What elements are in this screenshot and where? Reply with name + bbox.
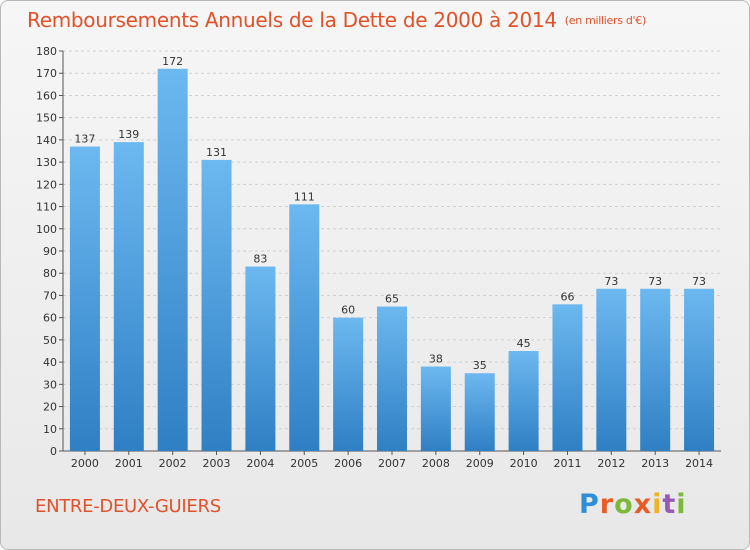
data-label: 172 <box>162 55 183 68</box>
data-label: 65 <box>385 293 399 306</box>
bar-chart: 0 10 20 30 40 50 60 70 80 90 100 110 120 130 140 150 160… <box>36 45 721 470</box>
data-label: 139 <box>118 128 139 141</box>
chart-title: Remboursements Annuels de la Dette de 20… <box>27 8 646 32</box>
bar-2008 <box>420 366 451 451</box>
x-tick-label: 2005 <box>290 457 318 470</box>
y-tick-label: 10 <box>43 423 57 436</box>
y-tick-label: 130 <box>36 156 57 169</box>
x-tick-label: 2011 <box>553 457 581 470</box>
data-labels: 137 139 172 131 83 111 60 65 38 35 45 66 73 73 73 <box>74 55 706 372</box>
unit-note: (en milliers d'€) <box>564 14 646 27</box>
bars <box>69 68 715 452</box>
bar-2011 <box>552 304 583 451</box>
chart-title-text: Remboursements Annuels de la Dette de 20… <box>27 8 557 32</box>
x-tick-label: 2007 <box>378 457 406 470</box>
y-tick-label: 150 <box>36 112 57 125</box>
y-tick-label: 30 <box>43 378 57 391</box>
data-label: 45 <box>517 337 531 350</box>
y-tick-label: 80 <box>43 267 57 280</box>
y-tick-label: 90 <box>43 245 57 258</box>
x-tick-label: 2000 <box>71 457 99 470</box>
x-tick-label: 2008 <box>422 457 450 470</box>
y-tick-label: 180 <box>36 45 57 58</box>
data-label: 73 <box>604 275 618 288</box>
bar-2009 <box>464 373 495 451</box>
bar-2013 <box>640 288 671 451</box>
x-tick-label: 2012 <box>597 457 625 470</box>
x-tick-label: 2003 <box>203 457 231 470</box>
bar-2001 <box>113 142 144 451</box>
data-label: 137 <box>74 133 95 146</box>
bar-2006 <box>333 317 364 451</box>
y-tick-label: 120 <box>36 178 57 191</box>
y-tick-label: 110 <box>36 201 57 214</box>
y-tick-label: 0 <box>50 445 57 458</box>
x-tick-label: 2006 <box>334 457 362 470</box>
y-tick-label: 170 <box>36 67 57 80</box>
bar-2002 <box>157 68 188 452</box>
x-tick-label: 2004 <box>246 457 274 470</box>
data-label: 66 <box>560 290 574 303</box>
x-tick-label: 2014 <box>685 457 713 470</box>
bar-2003 <box>201 159 232 451</box>
y-tick-label: 100 <box>36 223 57 236</box>
y-tick-label: 40 <box>43 356 57 369</box>
y-tick-label: 70 <box>43 289 57 302</box>
x-tick-label: 2010 <box>510 457 538 470</box>
bar-2014 <box>684 288 715 451</box>
x-tick-label: 2013 <box>641 457 669 470</box>
data-label: 38 <box>429 353 443 366</box>
data-label: 73 <box>648 275 662 288</box>
data-label: 111 <box>294 190 315 203</box>
bar-2012 <box>596 288 627 451</box>
bar-2010 <box>508 351 539 451</box>
data-label: 60 <box>341 304 355 317</box>
x-tick-label: 2001 <box>115 457 143 470</box>
data-label: 73 <box>692 275 706 288</box>
commune-name: ENTRE-DEUX-GUIERS <box>35 496 221 517</box>
y-tick-label: 160 <box>36 89 57 102</box>
data-label: 131 <box>206 146 227 159</box>
bar-2005 <box>289 204 320 451</box>
bar-2000 <box>69 146 100 452</box>
bar-2007 <box>377 306 407 451</box>
bar-2004 <box>245 266 276 451</box>
data-label: 35 <box>473 359 487 372</box>
data-label: 83 <box>253 253 267 266</box>
y-tick-label: 60 <box>43 312 57 325</box>
proxiti-logo: Proxiti <box>579 489 687 520</box>
y-tick-label: 50 <box>43 334 57 347</box>
x-tick-label: 2009 <box>466 457 494 470</box>
y-tick-label: 20 <box>43 401 57 414</box>
y-tick-label: 140 <box>36 134 57 147</box>
x-tick-label: 2002 <box>159 457 187 470</box>
